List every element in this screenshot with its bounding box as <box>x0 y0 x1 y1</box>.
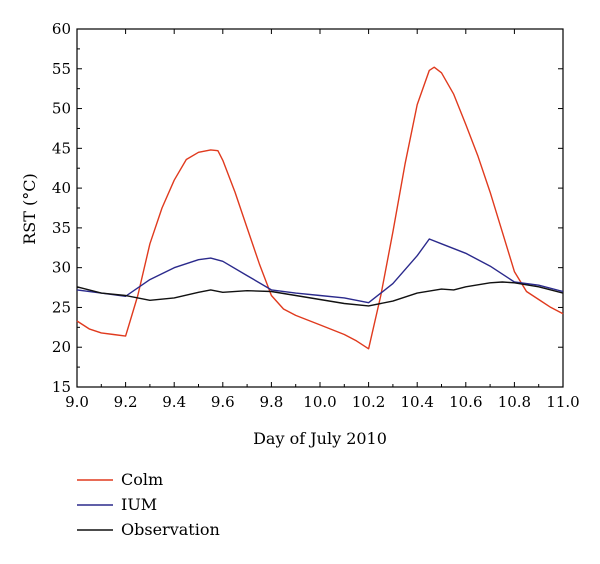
y-tick-label: 35 <box>52 219 71 237</box>
x-tick-label: 10.6 <box>449 393 482 411</box>
legend-label-ium: IUM <box>121 495 157 514</box>
x-tick-label: 9.4 <box>162 393 186 411</box>
x-tick-label: 9.2 <box>114 393 138 411</box>
x-tick-label: 11.0 <box>546 393 579 411</box>
series-group <box>76 66 564 350</box>
y-tick-label: 25 <box>52 298 71 316</box>
x-tick-label: 10.2 <box>352 393 385 411</box>
x-tick-label: 9.6 <box>211 393 235 411</box>
y-axis-title: RST (°C) <box>20 173 39 245</box>
y-tick-label: 45 <box>52 139 71 157</box>
y-tick-label: 15 <box>52 378 71 396</box>
y-tick-label: 60 <box>52 20 71 38</box>
plot-frame <box>76 28 564 388</box>
y-tick-label: 30 <box>52 259 71 277</box>
x-tick-label: 10.4 <box>400 393 433 411</box>
plot-frame-group <box>76 28 564 388</box>
ticks-group: 9.0 9.2 9.4 9.6 9.8 10.0 10.2 10.4 10.6 10.8 11.0 1… <box>52 20 580 411</box>
series-line-colm <box>76 66 564 350</box>
y-tick-label: 50 <box>52 100 71 118</box>
series-line-observation <box>76 281 564 307</box>
legend-label-colm: Colm <box>121 470 163 489</box>
legend: Colm IUM Observation <box>77 470 220 539</box>
y-tick-label: 55 <box>52 60 71 78</box>
x-axis-title: Day of July 2010 <box>253 429 387 448</box>
x-tick-label: 10.0 <box>303 393 336 411</box>
legend-label-observation: Observation <box>121 520 220 539</box>
x-tick-label: 10.8 <box>498 393 531 411</box>
y-tick-label: 20 <box>52 338 71 356</box>
series-line-ium <box>76 238 564 304</box>
y-tick-label: 40 <box>52 179 71 197</box>
x-tick-label: 9.8 <box>259 393 283 411</box>
x-tick-label: 9.0 <box>65 393 89 411</box>
